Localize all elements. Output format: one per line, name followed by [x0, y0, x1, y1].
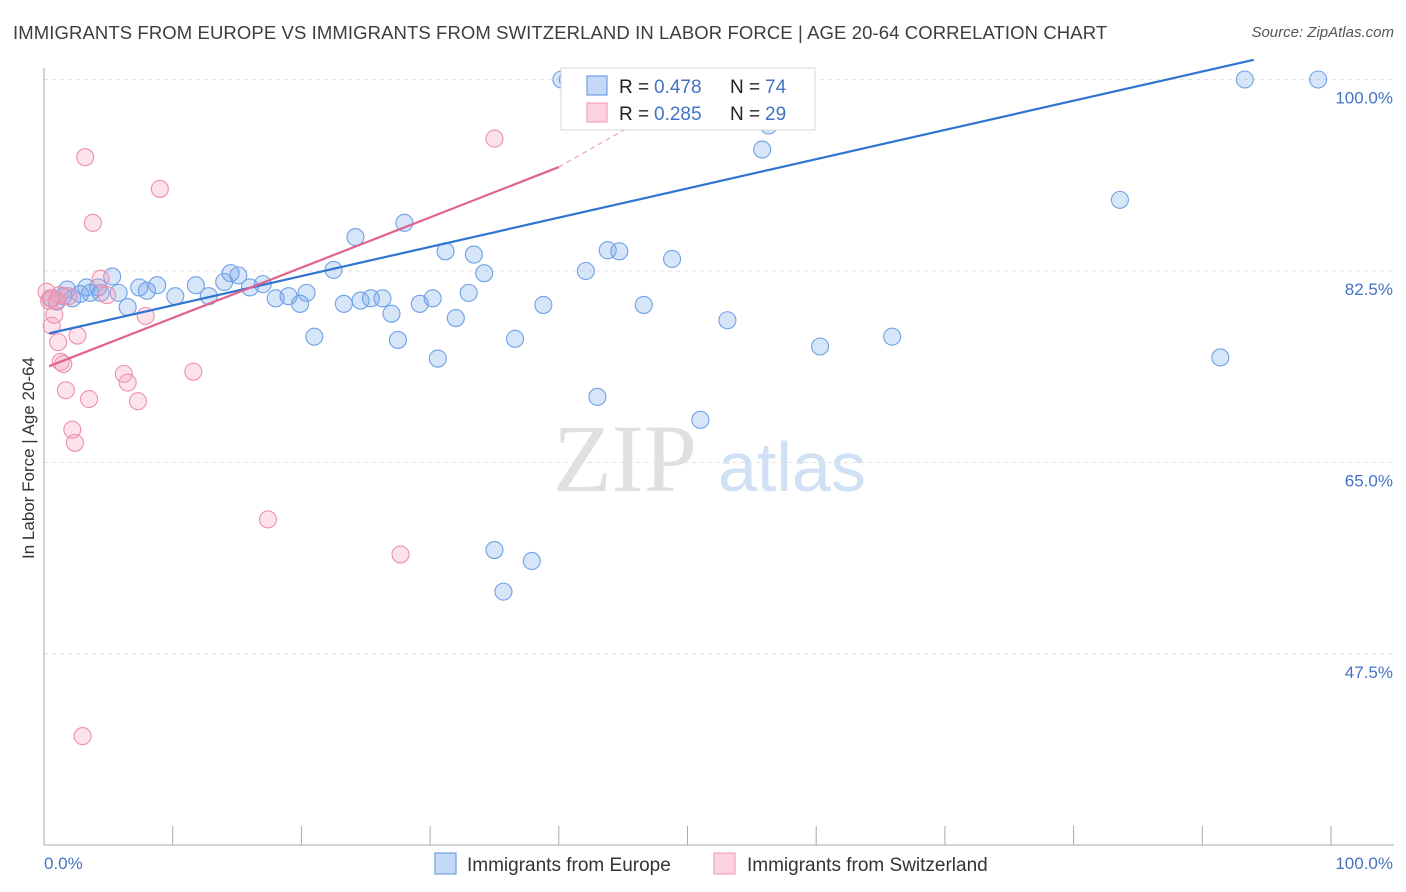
europe-point-56 [610, 242, 629, 261]
watermark: ZIP atlas [553, 405, 866, 512]
europe-point-27 [297, 283, 316, 302]
europe-point-45 [475, 264, 494, 283]
europe-point-68 [1110, 190, 1129, 209]
y-tick-labels: 100.0% 82.5% 65.0% 47.5% [1335, 89, 1393, 683]
switzerland-point-22 [118, 373, 137, 392]
europe-point-53 [576, 261, 595, 281]
europe-point-35 [382, 304, 401, 323]
europe-point-64 [753, 140, 772, 159]
switzerland-point-29 [485, 129, 504, 148]
europe-point-42 [446, 309, 465, 328]
europe-point-12 [118, 298, 137, 317]
y-tick-label-1: 82.5% [1345, 280, 1393, 299]
europe-point-30 [334, 294, 353, 313]
europe-point-71 [1309, 70, 1328, 89]
europe-point-34 [373, 289, 392, 308]
watermark-atlas: atlas [718, 428, 866, 506]
legend-n-europe: 74 [765, 77, 787, 98]
europe-point-57 [634, 295, 653, 314]
y-tick-label-0: 100.0% [1335, 89, 1393, 108]
legend-n-label-switzerland: N = [730, 104, 760, 125]
legend-box: R = 0.478 N = 74 R = 0.285 N = 29 [560, 67, 816, 131]
bottom-legend: Immigrants from Europe Immigrants from S… [434, 852, 988, 876]
switzerland-point-17 [79, 389, 99, 409]
europe-point-10 [103, 267, 122, 286]
switzerland-point-4 [45, 305, 64, 324]
bottom-legend-swatch-europe [434, 852, 457, 875]
europe-point-69 [1211, 348, 1230, 367]
legend-n-label-europe: N = [730, 77, 760, 98]
europe-point-44 [464, 245, 483, 264]
europe-point-61 [691, 410, 710, 429]
europe-point-59 [663, 249, 682, 269]
switzerland-point-26 [184, 362, 203, 381]
switzerland-point-7 [50, 286, 69, 305]
legend-r-label-switzerland: R = [619, 104, 649, 125]
europe-point-15 [148, 276, 167, 295]
europe-point-39 [423, 289, 442, 308]
europe-point-49 [522, 551, 541, 571]
x-tick-label-right: 100.0% [1335, 854, 1393, 873]
europe-point-16 [166, 287, 185, 306]
legend-n-switzerland: 29 [765, 104, 786, 125]
switzerland-point-11 [59, 287, 78, 306]
x-tick-label-left: 0.0% [44, 854, 83, 873]
switzerland-point-13 [65, 433, 84, 452]
series-europe-points [42, 70, 1328, 601]
y-tick-label-2: 65.0% [1345, 472, 1393, 491]
trend-line-switzerland [48, 166, 560, 368]
europe-point-50 [534, 295, 553, 314]
chart-source: Source: ZipAtlas.com [1251, 24, 1394, 41]
europe-point-48 [505, 329, 525, 348]
europe-point-26 [291, 294, 310, 313]
europe-point-66 [811, 337, 830, 356]
legend-swatch-europe [586, 75, 608, 96]
legend-r-label-europe: R = [619, 77, 649, 98]
europe-point-43 [459, 283, 478, 302]
switzerland-point-25 [150, 179, 169, 198]
legend-r-switzerland: 0.285 [654, 104, 702, 125]
europe-point-14 [137, 281, 157, 300]
europe-point-40 [428, 349, 447, 368]
switzerland-point-14 [68, 326, 87, 345]
switzerland-point-6 [49, 333, 68, 352]
switzerland-point-15 [73, 727, 92, 746]
y-tick-label-3: 47.5% [1345, 663, 1393, 682]
legend-swatch-switzerland [586, 102, 608, 123]
europe-point-11 [109, 283, 128, 302]
legend-r-europe: 0.478 [654, 77, 702, 98]
grid-lines [44, 79, 1394, 655]
europe-point-70 [1235, 70, 1254, 89]
switzerland-point-28 [391, 545, 410, 564]
x-axis-ticks [43, 826, 1332, 845]
chart-title: IMMIGRANTS FROM EUROPE VS IMMIGRANTS FRO… [13, 22, 1108, 43]
switzerland-point-19 [91, 269, 110, 288]
europe-point-47 [494, 582, 513, 601]
switzerland-point-27 [258, 510, 277, 529]
europe-point-36 [388, 330, 407, 349]
bottom-legend-label-switzerland: Immigrants from Switzerland [747, 855, 988, 876]
europe-point-17 [186, 276, 205, 295]
europe-point-28 [305, 327, 324, 346]
bottom-legend-label-europe: Immigrants from Europe [467, 855, 671, 876]
switzerland-point-20 [98, 286, 117, 305]
y-axis-label: In Labor Force | Age 20-64 [19, 357, 38, 559]
europe-point-46 [485, 540, 504, 560]
watermark-zip: ZIP [553, 405, 697, 512]
europe-point-21 [229, 266, 248, 285]
bottom-legend-swatch-switzerland [713, 852, 736, 875]
switzerland-point-18 [83, 213, 102, 232]
switzerland-point-3 [42, 316, 61, 335]
europe-point-37 [395, 213, 414, 232]
switzerland-point-21 [114, 364, 133, 383]
europe-point-54 [588, 387, 607, 406]
switzerland-point-10 [56, 381, 75, 400]
europe-point-63 [718, 311, 737, 330]
switzerland-point-16 [76, 148, 95, 167]
europe-point-67 [883, 327, 902, 346]
switzerland-point-23 [128, 392, 148, 411]
